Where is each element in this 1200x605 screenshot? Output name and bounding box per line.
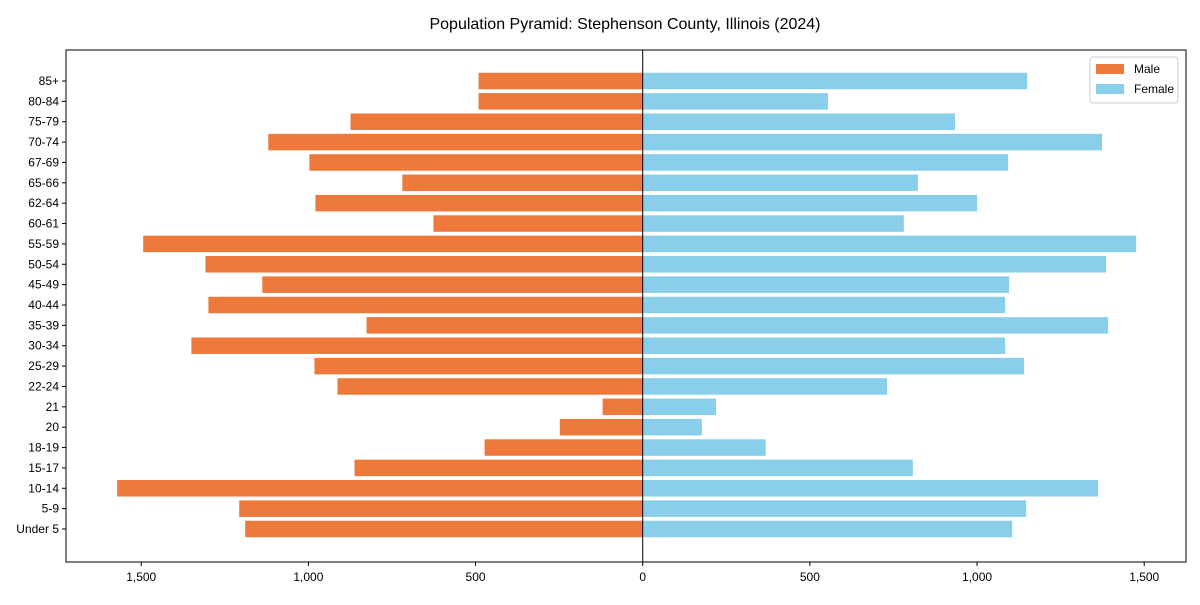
bar-female-80-84 — [642, 93, 828, 110]
y-tick-label: 55-59 — [28, 237, 59, 251]
legend-swatch-male — [1096, 64, 1124, 74]
x-tick-label: 1,000 — [293, 570, 323, 584]
bar-male-60-61 — [433, 215, 643, 232]
bar-male-20 — [559, 418, 643, 436]
x-tick-label: 500 — [466, 570, 486, 584]
legend-swatch-female — [1096, 84, 1124, 94]
x-tick-label: 1,000 — [962, 570, 992, 584]
bar-male-30-34 — [191, 337, 643, 354]
legend-label-female: Female — [1134, 82, 1174, 96]
bar-female-40-44 — [642, 296, 1006, 314]
bar-male-62-64 — [315, 194, 643, 212]
bar-female-45-49 — [642, 276, 1010, 293]
y-tick-label: 30-34 — [28, 339, 59, 353]
y-tick-label: 80-84 — [28, 94, 59, 108]
x-tick-label: 500 — [800, 570, 820, 584]
bar-male-15-17 — [354, 459, 643, 477]
x-tick-label: 1,500 — [126, 570, 156, 584]
bar-male-85+ — [478, 72, 643, 90]
y-tick-label: 60-61 — [28, 217, 59, 231]
bar-male-18-19 — [484, 439, 643, 456]
bar-female-60-61 — [642, 215, 904, 232]
bar-female-under-5 — [642, 520, 1013, 538]
bar-female-15-17 — [642, 459, 913, 477]
bar-female-65-66 — [642, 174, 918, 192]
bar-male-5-9 — [239, 500, 643, 517]
bar-female-10-14 — [642, 480, 1099, 497]
y-tick-label: 20 — [46, 420, 60, 434]
y-tick-label: 62-64 — [28, 196, 59, 210]
bar-male-25-29 — [314, 357, 643, 375]
bar-female-30-34 — [642, 337, 1006, 354]
y-tick-label: 65-66 — [28, 176, 59, 190]
bar-male-50-54 — [205, 256, 643, 273]
x-tick-label: 1,500 — [1129, 570, 1159, 584]
y-tick-label: 40-44 — [28, 298, 59, 312]
bar-female-85+ — [642, 72, 1028, 90]
chart-title: Population Pyramid: Stephenson County, I… — [429, 16, 820, 33]
bar-male-55-59 — [143, 235, 643, 253]
bar-male-67-69 — [309, 154, 643, 171]
y-tick-label: 22-24 — [28, 379, 59, 393]
bar-male-35-39 — [366, 317, 643, 334]
bar-male-40-44 — [208, 296, 643, 314]
bar-male-under-5 — [245, 520, 643, 538]
bar-female-67-69 — [642, 154, 1009, 171]
bar-female-18-19 — [642, 439, 766, 456]
bar-female-20 — [642, 418, 702, 436]
y-tick-label: 85+ — [39, 74, 59, 88]
bar-female-25-29 — [642, 357, 1025, 375]
y-tick-label: 15-17 — [28, 461, 59, 475]
y-tick-label: 35-39 — [28, 318, 59, 332]
y-tick-label: 18-19 — [28, 441, 59, 455]
bar-male-70-74 — [268, 133, 643, 151]
bar-female-50-54 — [642, 256, 1107, 273]
x-tick-label: 0 — [639, 570, 646, 584]
bar-male-75-79 — [350, 113, 643, 130]
bar-male-10-14 — [117, 480, 643, 497]
bar-female-22-24 — [642, 378, 888, 395]
y-tick-label: 5-9 — [42, 502, 60, 516]
y-tick-label: 67-69 — [28, 155, 59, 169]
y-tick-label: Under 5 — [16, 522, 59, 536]
y-tick-label: 50-54 — [28, 257, 59, 271]
bar-female-70-74 — [642, 133, 1103, 151]
y-tick-label: 70-74 — [28, 135, 59, 149]
y-tick-label: 25-29 — [28, 359, 59, 373]
legend-label-male: Male — [1134, 62, 1160, 76]
bar-male-22-24 — [337, 378, 643, 395]
bar-male-65-66 — [402, 174, 643, 192]
bar-female-55-59 — [642, 235, 1137, 253]
bar-female-5-9 — [642, 500, 1027, 517]
y-tick-label: 75-79 — [28, 115, 59, 129]
bar-male-45-49 — [262, 276, 643, 293]
bar-female-62-64 — [642, 194, 978, 212]
y-tick-label: 21 — [46, 400, 60, 414]
plot-frame — [65, 49, 1187, 563]
bar-female-21 — [642, 398, 716, 416]
bar-male-80-84 — [478, 93, 643, 110]
bar-female-35-39 — [642, 317, 1109, 334]
legend: Male Female — [1089, 56, 1179, 104]
bar-male-21 — [602, 398, 643, 416]
y-tick-label: 10-14 — [28, 481, 59, 495]
y-tick-label: 45-49 — [28, 278, 59, 292]
bar-female-75-79 — [642, 113, 955, 130]
